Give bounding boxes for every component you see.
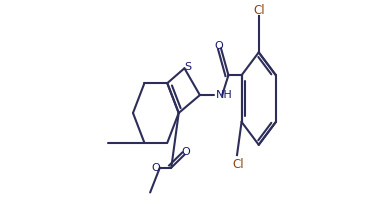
Text: Cl: Cl (232, 158, 244, 171)
Text: O: O (214, 41, 223, 51)
Text: O: O (181, 147, 190, 157)
Text: O: O (152, 163, 160, 173)
Text: Cl: Cl (253, 4, 264, 18)
Text: S: S (184, 61, 191, 71)
Text: NH: NH (216, 90, 233, 100)
